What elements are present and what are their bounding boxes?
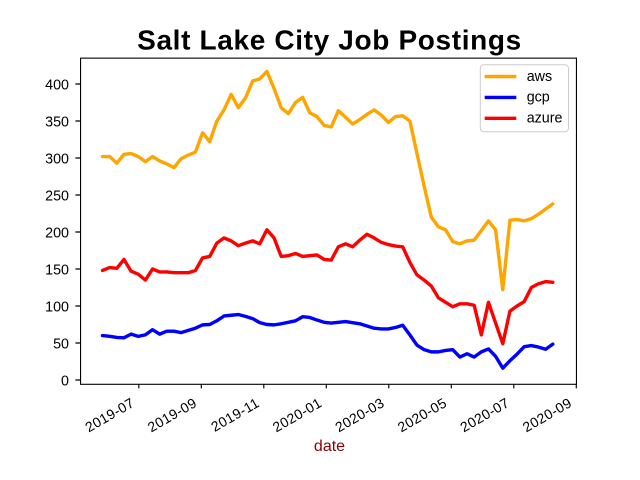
svg-text:azure: azure [527, 111, 563, 127]
svg-text:250: 250 [45, 188, 69, 204]
svg-text:150: 150 [45, 262, 69, 278]
svg-text:300: 300 [45, 151, 69, 167]
svg-text:date: date [314, 438, 345, 455]
svg-text:50: 50 [53, 336, 69, 352]
svg-text:100: 100 [45, 299, 69, 315]
svg-text:350: 350 [45, 114, 69, 130]
svg-text:aws: aws [527, 69, 552, 85]
svg-text:Salt Lake City Job Postings: Salt Lake City Job Postings [137, 25, 522, 56]
svg-text:200: 200 [45, 225, 69, 241]
svg-text:0: 0 [61, 373, 69, 389]
svg-text:400: 400 [45, 77, 69, 93]
svg-text:gcp: gcp [527, 90, 550, 106]
